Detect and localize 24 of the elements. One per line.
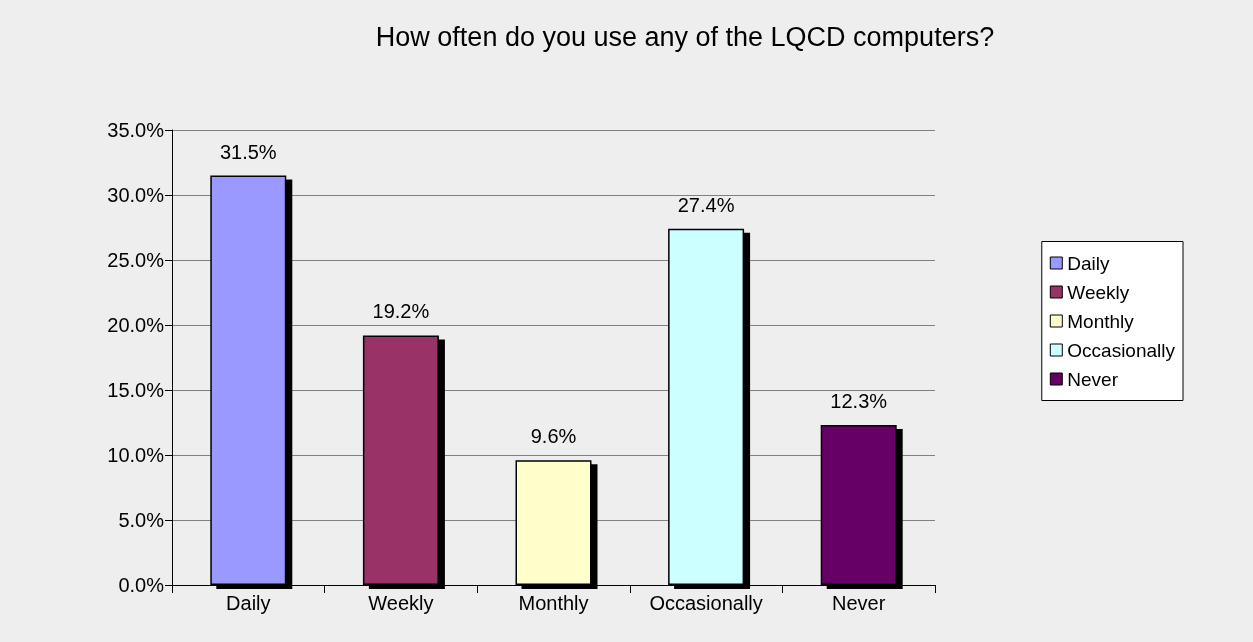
data-label: 12.3% bbox=[830, 390, 888, 413]
y-tick-label: 15.0% bbox=[107, 379, 165, 401]
x-tick-label: Daily bbox=[226, 592, 271, 614]
x-tick-label: Occasionally bbox=[649, 592, 763, 614]
data-label: 9.6% bbox=[530, 425, 577, 448]
data-label: 31.5% bbox=[219, 140, 277, 163]
legend-label: Monthly bbox=[1067, 310, 1135, 332]
data-label: 19.2% bbox=[372, 300, 430, 323]
x-tick-label: Weekly bbox=[368, 592, 434, 614]
y-tick-label: 20.0% bbox=[107, 314, 165, 336]
y-tick-label: 30.0% bbox=[107, 184, 165, 206]
legend-label: Weekly bbox=[1067, 281, 1130, 303]
x-tick-label: Monthly bbox=[518, 592, 589, 614]
y-tick-label: 0.0% bbox=[118, 574, 165, 596]
x-tick-label: Never bbox=[832, 592, 886, 614]
legend-label: Occasionally bbox=[1067, 339, 1176, 361]
legend-label: Daily bbox=[1067, 252, 1111, 274]
y-tick-label: 25.0% bbox=[107, 249, 165, 271]
chart-title: How often do you use any of the LQCD computers? bbox=[375, 21, 995, 52]
data-label: 27.4% bbox=[677, 193, 735, 216]
y-tick-label: 10.0% bbox=[107, 444, 165, 466]
y-tick-label: 35.0% bbox=[107, 119, 165, 141]
y-tick-label: 5.0% bbox=[118, 509, 165, 531]
legend-label: Never bbox=[1067, 368, 1119, 390]
